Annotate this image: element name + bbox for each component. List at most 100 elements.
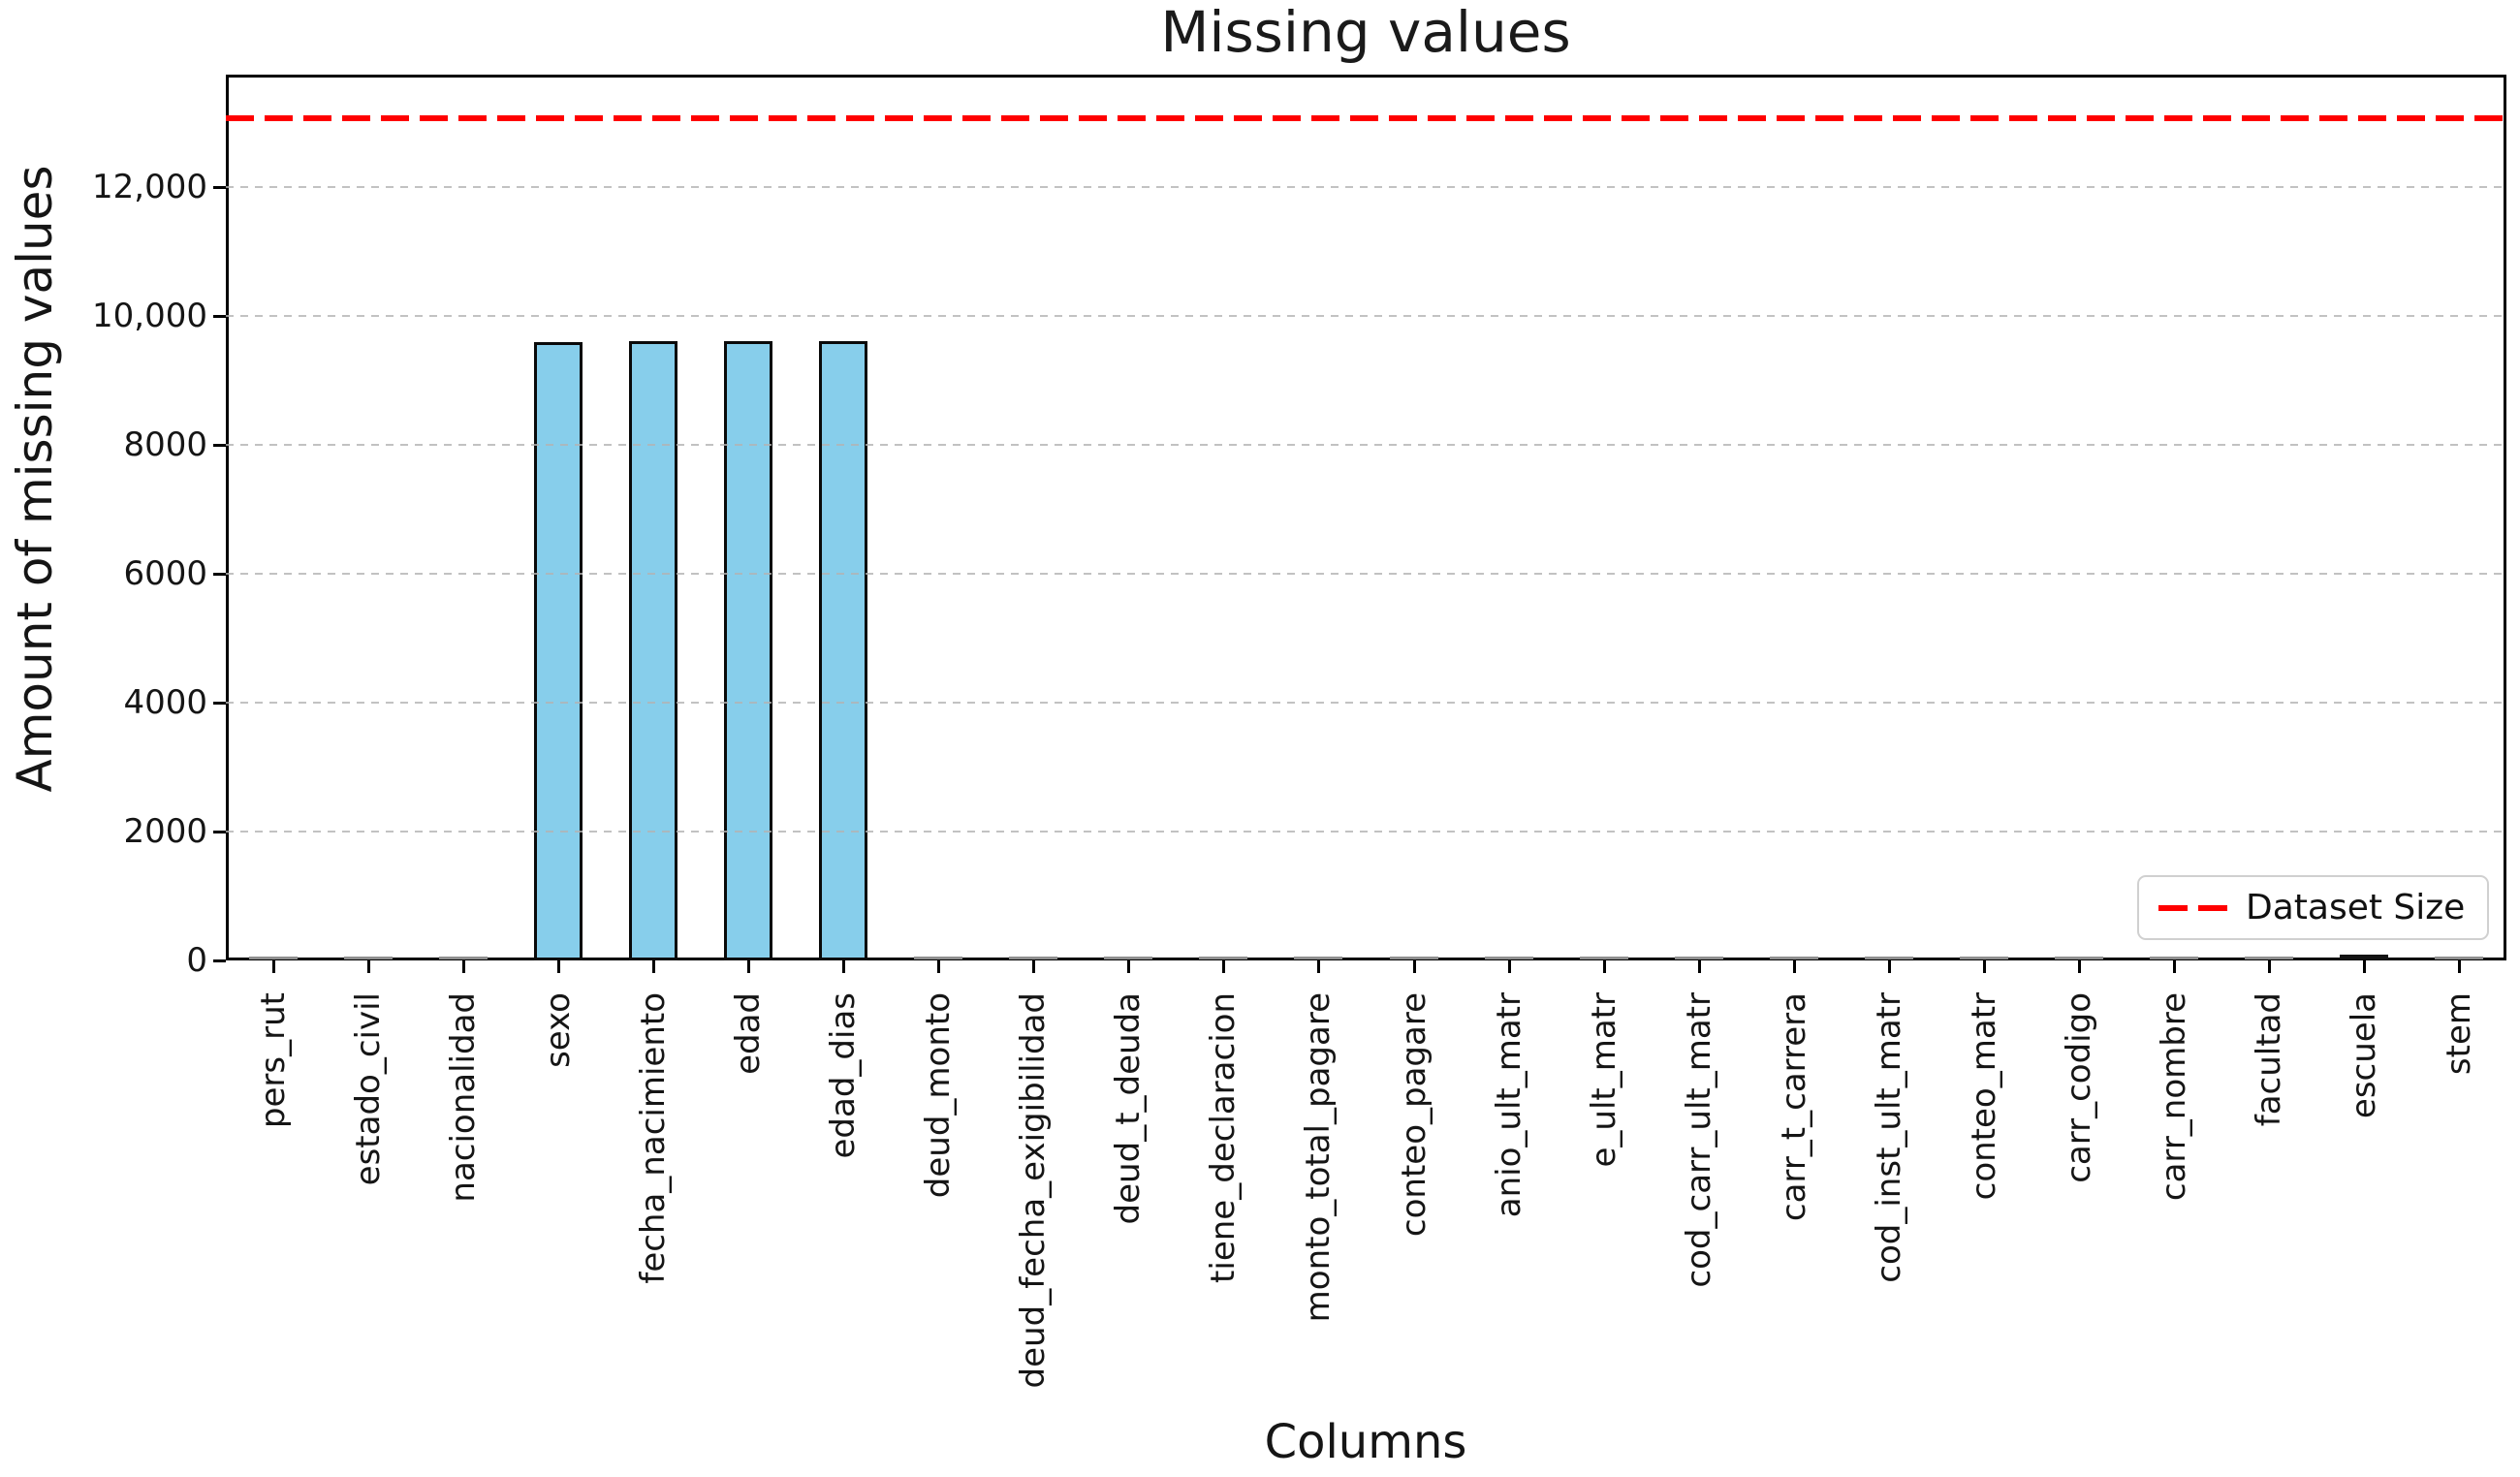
y-tick — [213, 444, 226, 447]
red-dash-icon — [2158, 904, 2188, 911]
bar-facultad — [2245, 957, 2293, 959]
bar-cod_inst_ult_matr — [1865, 957, 1913, 959]
bar-sexo — [534, 342, 583, 960]
dataset-size-line-sample — [2158, 904, 2228, 911]
x-tick-label-stem: stem — [2440, 992, 2478, 1076]
x-tick — [1317, 960, 1320, 973]
x-tick — [1983, 960, 1986, 973]
x-tick-label-pers_rut: pers_rut — [254, 992, 293, 1129]
bar-edad — [724, 341, 772, 960]
bar-monto_total_pagare — [1294, 957, 1342, 959]
x-tick-label-deud_t_deuda: deud_t_deuda — [1109, 992, 1148, 1225]
x-tick — [272, 960, 275, 973]
dataset-size-line — [226, 114, 2506, 121]
x-tick — [1603, 960, 1606, 973]
y-tick-label: 2000 — [123, 812, 207, 851]
x-tick — [652, 960, 655, 973]
x-tick — [1222, 960, 1225, 973]
x-tick — [842, 960, 845, 973]
y-tick-label: 0 — [186, 941, 207, 980]
x-tick-label-edad: edad — [729, 992, 768, 1075]
x-tick-label-nacionalidad: nacionalidad — [444, 992, 483, 1203]
x-tick-label-facultad: facultad — [2250, 992, 2288, 1127]
bar-e_ult_matr — [1580, 957, 1628, 959]
y-tick — [213, 573, 226, 576]
legend: Dataset Size — [2137, 875, 2489, 940]
x-tick-label-monto_total_pagare: monto_total_pagare — [1299, 992, 1338, 1323]
y-tick-label: 8000 — [123, 425, 207, 464]
x-tick-label-cod_carr_ult_matr: cod_carr_ult_matr — [1680, 992, 1718, 1288]
y-tick — [213, 186, 226, 189]
x-tick-label-carr_nombre: carr_nombre — [2155, 992, 2193, 1202]
y-tick — [213, 831, 226, 833]
y-tick — [213, 315, 226, 318]
x-tick-label-escuela: escuela — [2345, 992, 2383, 1119]
x-tick-label-carr_t_carrera: carr_t_carrera — [1775, 992, 1813, 1222]
chart-title: Missing values — [1160, 0, 1571, 65]
x-tick-label-carr_codigo: carr_codigo — [2060, 992, 2098, 1183]
red-dash-icon — [2198, 904, 2227, 911]
bar-edad_dias — [819, 341, 867, 960]
bar-carr_codigo — [2055, 957, 2103, 959]
bar-deud_monto — [914, 957, 962, 959]
x-tick — [1127, 960, 1130, 973]
x-tick — [937, 960, 940, 973]
x-tick — [1698, 960, 1701, 973]
x-tick-label-sexo: sexo — [539, 992, 578, 1068]
x-tick — [1413, 960, 1416, 973]
x-tick — [2268, 960, 2271, 973]
y-tick-label: 4000 — [123, 683, 207, 722]
x-tick-label-deud_monto: deud_monto — [919, 992, 958, 1199]
x-tick — [1032, 960, 1035, 973]
x-tick-label-e_ult_matr: e_ult_matr — [1585, 992, 1623, 1168]
bar-carr_t_carrera — [1770, 957, 1818, 959]
bar-deud_fecha_exigibilidad — [1009, 957, 1057, 959]
x-tick — [1888, 960, 1891, 973]
bar-estado_civil — [344, 957, 393, 959]
x-axis-label: Columns — [1264, 1415, 1467, 1469]
y-tick-label: 6000 — [123, 554, 207, 593]
bar-stem — [2435, 957, 2483, 959]
y-gridline — [226, 573, 2506, 575]
bar-deud_t_deuda — [1104, 957, 1152, 959]
x-tick — [1793, 960, 1796, 973]
y-gridline — [226, 315, 2506, 317]
y-tick-label: 10,000 — [92, 297, 207, 335]
y-tick — [213, 959, 226, 962]
x-tick-label-estado_civil: estado_civil — [349, 992, 388, 1186]
x-tick — [2078, 960, 2081, 973]
x-tick — [747, 960, 750, 973]
bar-anio_ult_matr — [1485, 957, 1533, 959]
x-tick — [2173, 960, 2176, 973]
bar-tiene_declaracion — [1199, 957, 1247, 959]
x-tick-label-cod_inst_ult_matr: cod_inst_ult_matr — [1870, 992, 1908, 1283]
x-tick — [2458, 960, 2461, 973]
x-tick-label-deud_fecha_exigibilidad: deud_fecha_exigibilidad — [1014, 992, 1053, 1389]
x-tick-label-tiene_declaracion: tiene_declaracion — [1204, 992, 1243, 1283]
y-gridline — [226, 831, 2506, 833]
x-tick-label-conteo_matr: conteo_matr — [1965, 992, 2003, 1201]
bar-escuela — [2340, 955, 2388, 959]
y-gridline — [226, 444, 2506, 446]
x-tick-label-conteo_pagare: conteo_pagare — [1395, 992, 1433, 1238]
x-tick-label-fecha_nacimiento: fecha_nacimiento — [634, 992, 673, 1284]
y-gridline — [226, 702, 2506, 704]
x-tick — [367, 960, 370, 973]
bar-conteo_matr — [1960, 957, 2008, 959]
x-tick — [1508, 960, 1511, 973]
bar-nacionalidad — [439, 957, 488, 959]
y-tick-label: 12,000 — [92, 168, 207, 206]
legend-entry-label: Dataset Size — [2246, 888, 2466, 927]
y-tick — [213, 702, 226, 705]
bar-pers_rut — [249, 957, 298, 959]
plot-area — [226, 75, 2506, 960]
bar-carr_nombre — [2150, 957, 2198, 959]
bar-fecha_nacimiento — [629, 341, 677, 960]
x-tick — [462, 960, 465, 973]
y-gridline — [226, 186, 2506, 188]
x-tick — [557, 960, 560, 973]
x-tick-label-anio_ult_matr: anio_ult_matr — [1490, 992, 1528, 1218]
x-tick — [2363, 960, 2366, 973]
bar-conteo_pagare — [1390, 957, 1438, 959]
